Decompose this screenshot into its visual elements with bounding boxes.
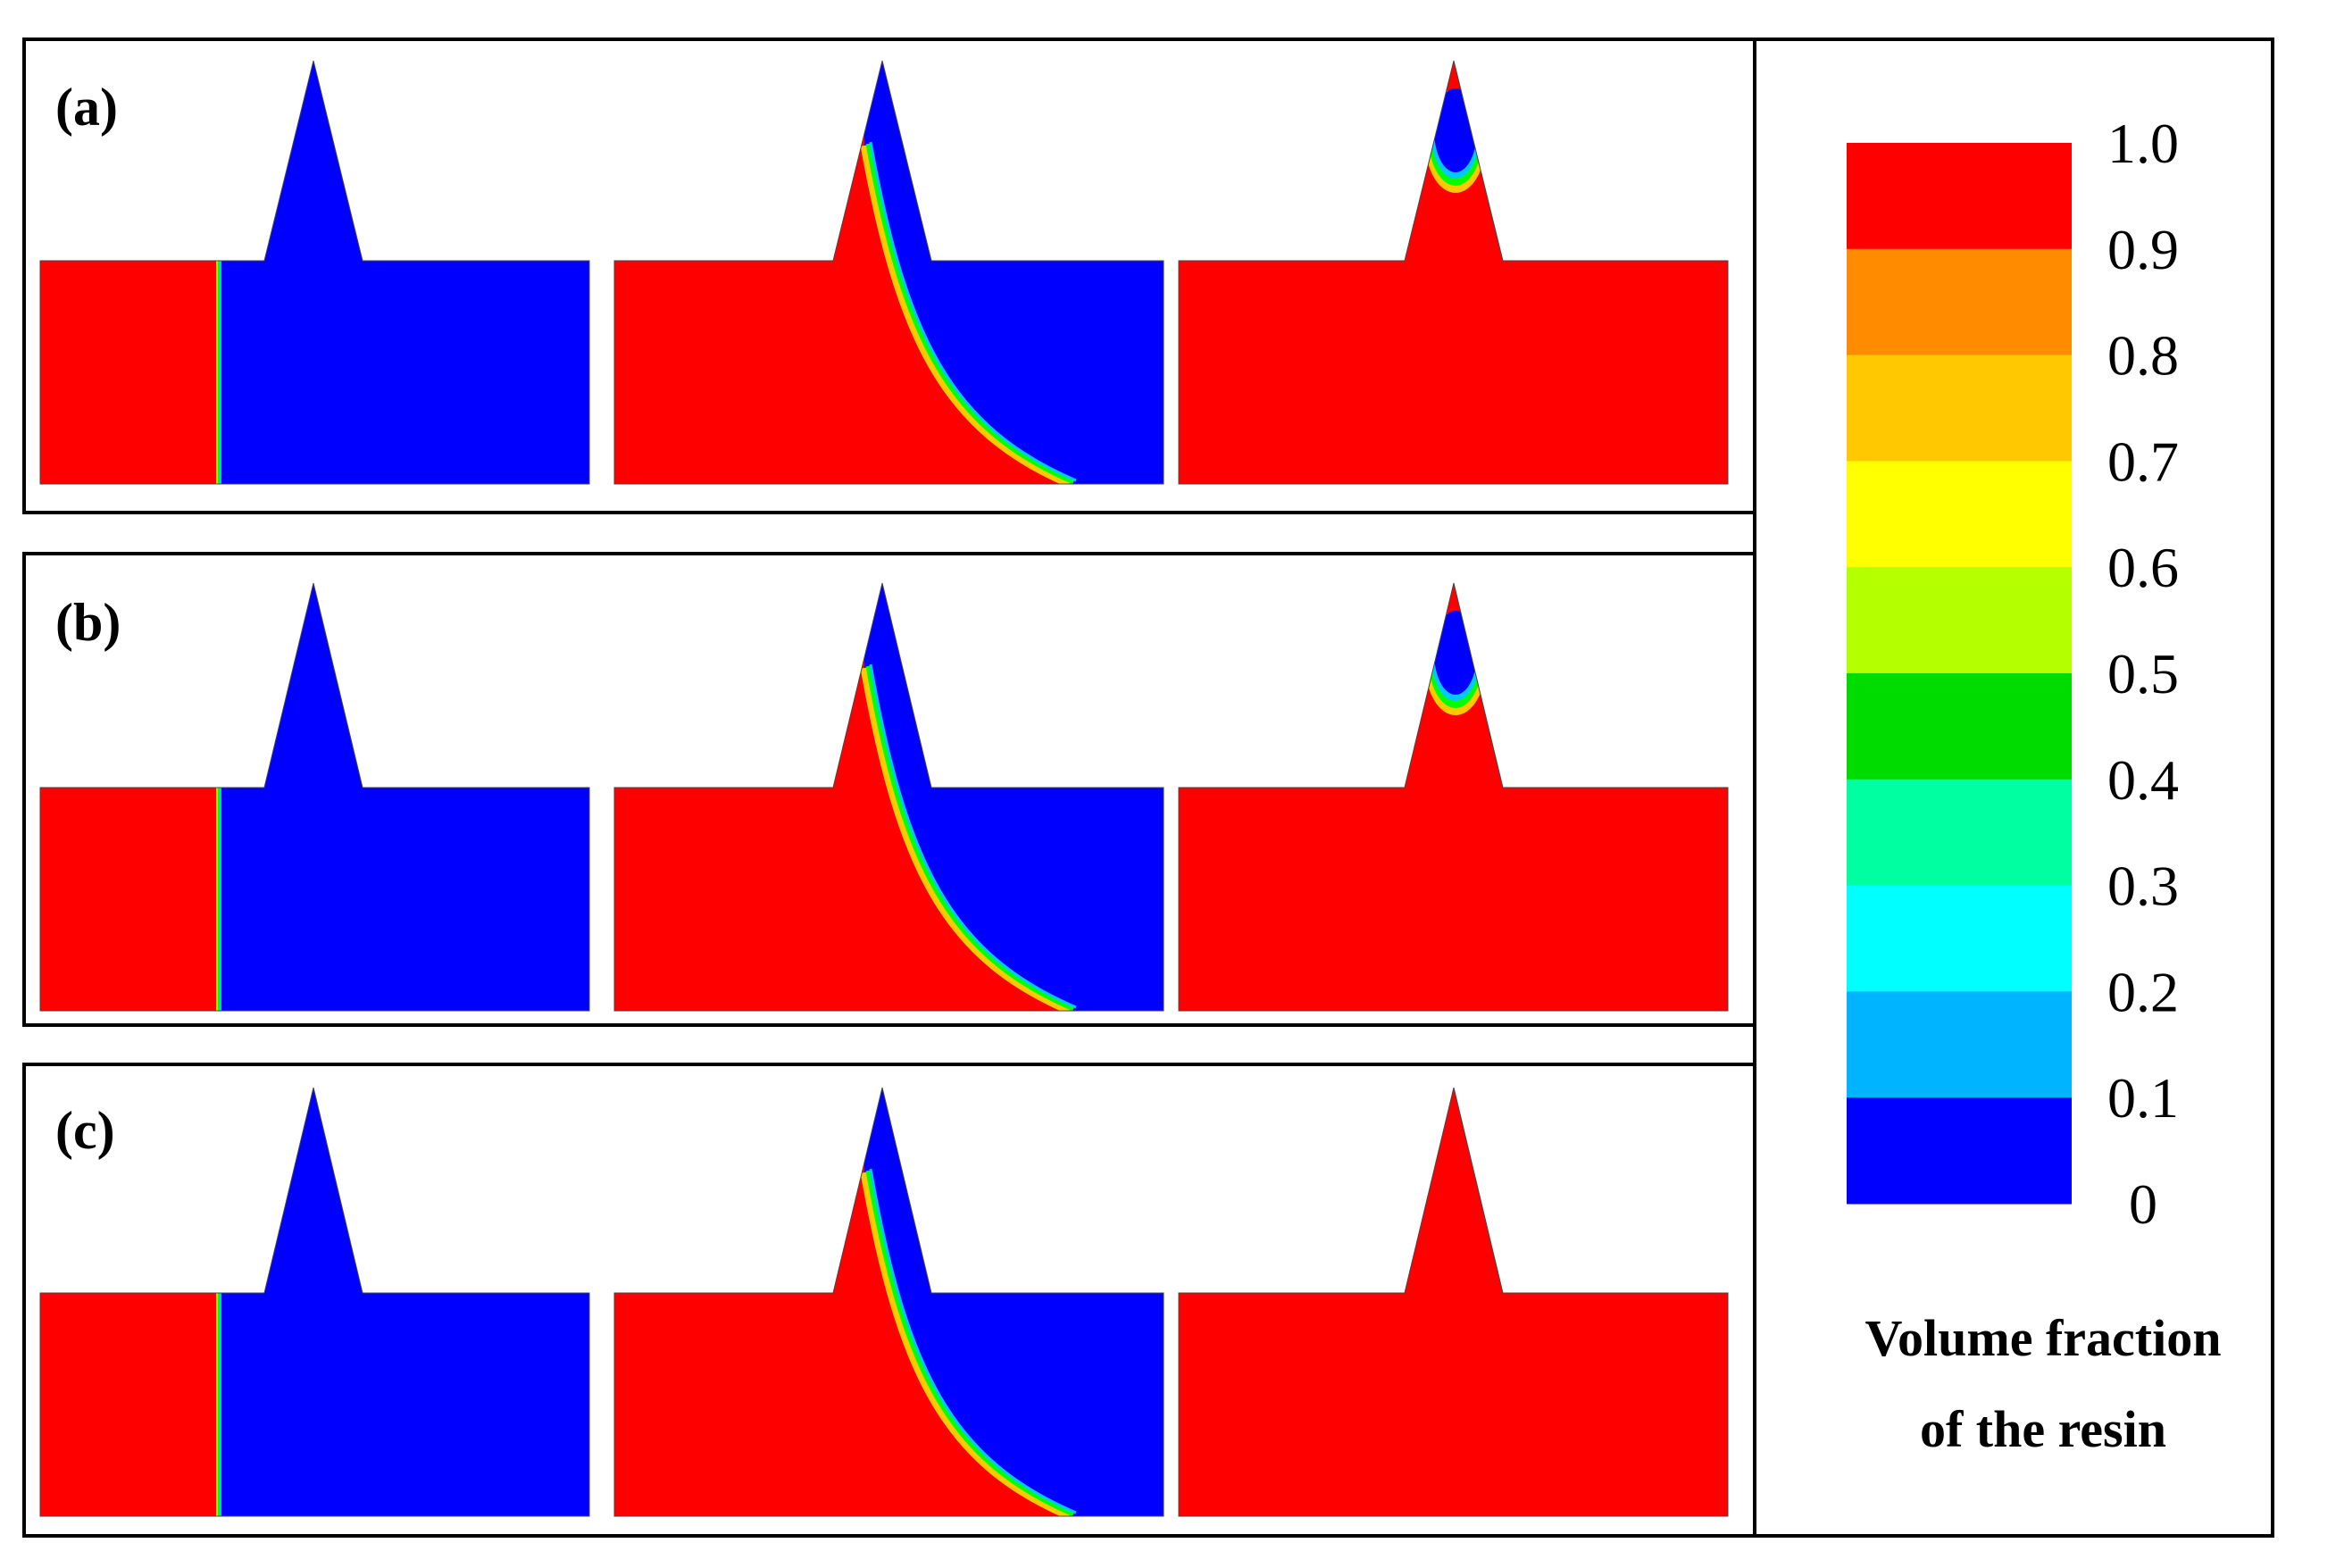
colorbar-tick-label: 0.7 [2107, 430, 2179, 493]
resin-region [1179, 61, 1728, 484]
colorbar-band [1847, 673, 2072, 780]
domain-outline [613, 582, 1164, 1012]
interface-line [220, 788, 221, 1011]
domain-outline [39, 582, 590, 1012]
domain-outline [39, 1087, 590, 1517]
domain-outline [613, 60, 1164, 485]
domain-outline [1178, 582, 1729, 1012]
colorbar-band [1847, 779, 2072, 887]
colorbar-title-line1: Volume fraction [1865, 1309, 2222, 1367]
snapshot-c-3 [1178, 1087, 1729, 1517]
snapshot-c-1 [39, 1087, 590, 1517]
colorbar-frame [1753, 38, 2274, 1538]
snapshot-b-2 [613, 582, 1164, 1012]
colorbar-tick-label: 0.6 [2107, 536, 2179, 599]
resin-region [40, 261, 216, 484]
interface-line [220, 1293, 221, 1516]
colorbar-band [1847, 354, 2072, 462]
panel-label-a: (a) [55, 78, 118, 137]
snapshots-layer [39, 60, 1729, 1517]
domain-outline [39, 60, 590, 485]
colorbar-band [1847, 248, 2072, 356]
domain-outline [613, 1087, 1164, 1517]
resin-region [40, 1293, 216, 1516]
snapshot-b-3 [1178, 582, 1729, 1012]
colorbar-tick-label: 0.1 [2107, 1066, 2179, 1130]
snapshot-a-2 [613, 60, 1164, 485]
colorbar-band [1847, 1097, 2072, 1205]
colorbar-band [1847, 567, 2072, 674]
colorbar-tick-label: 0.4 [2107, 748, 2179, 812]
colorbar-tick-label: 1.0 [2107, 112, 2179, 175]
panel-label-b: (b) [55, 593, 121, 652]
colorbar: 1.0 0.9 0.8 0.7 0.6 0.5 0.4 0.3 0.2 0.1 0 [1847, 112, 2179, 1236]
interface-line [216, 261, 218, 484]
interface-line [865, 143, 1074, 484]
resin-region [40, 788, 216, 1011]
snapshot-a-3 [1178, 60, 1729, 485]
snapshot-b-1 [39, 582, 590, 1012]
colorbar-title-line2: of the resin [1920, 1400, 2166, 1458]
resin-region [1179, 1088, 1728, 1516]
interface-line [216, 1293, 218, 1516]
colorbar-tick-label: 0.9 [2107, 218, 2179, 281]
snapshot-c-2 [613, 1087, 1164, 1517]
interface-line [220, 261, 221, 484]
domain-outline [1178, 1087, 1729, 1517]
colorbar-band [1847, 461, 2072, 568]
interface-line [218, 261, 220, 484]
interface-line [869, 663, 1077, 1009]
interface-line [865, 1170, 1074, 1516]
colorbar-tick-label: 0 [2129, 1172, 2157, 1236]
panel-label-c: (c) [55, 1101, 115, 1160]
interface-line [860, 667, 1072, 1011]
colorbar-tick-label: 0.3 [2107, 855, 2179, 918]
domain-outline [1178, 60, 1729, 485]
interface-line [869, 1168, 1077, 1514]
resin-region [1179, 583, 1728, 1011]
interface-line [860, 145, 1072, 484]
interface-line [865, 665, 1074, 1011]
interface-line [216, 788, 218, 1011]
colorbar-tick-label: 0.2 [2107, 960, 2179, 1023]
colorbar-band [1847, 143, 2072, 250]
snapshot-a-1 [39, 60, 590, 485]
interface-line [218, 1293, 220, 1516]
colorbar-band [1847, 885, 2072, 992]
interface-line [218, 788, 220, 1011]
interface-line [869, 141, 1077, 482]
colorbar-tick-label: 0.8 [2107, 324, 2179, 388]
colorbar-tick-label: 0.5 [2107, 642, 2179, 705]
interface-line [860, 1172, 1072, 1516]
colorbar-band [1847, 991, 2072, 1098]
